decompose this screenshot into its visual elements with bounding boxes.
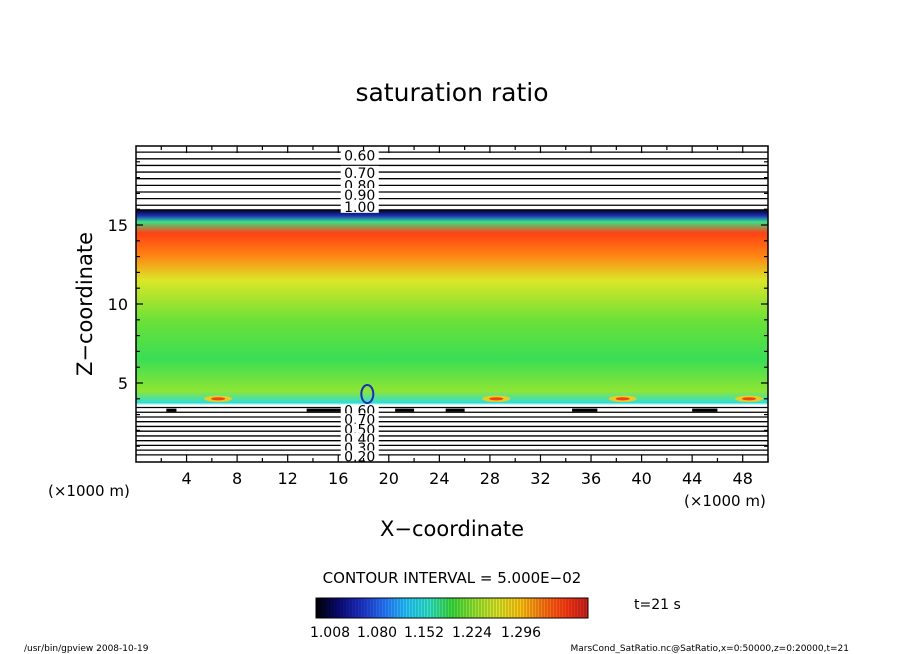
- x-tick-label: 44: [682, 469, 702, 488]
- x-tick-label: 4: [181, 469, 191, 488]
- x-tick-label: 16: [328, 469, 348, 488]
- chart-title: saturation ratio: [355, 78, 548, 107]
- x-tick-label: 8: [232, 469, 242, 488]
- colorbar-tick-label: 1.296: [501, 625, 541, 641]
- x-tick-label: 40: [631, 469, 651, 488]
- contour-label-bg: [340, 165, 379, 179]
- saturation-field: [136, 209, 768, 406]
- contour-label-bg: [340, 199, 379, 213]
- colorbar-tick-label: 1.152: [404, 625, 444, 641]
- y-axis: 5 10 15: [108, 161, 768, 447]
- x-tick-label: 24: [429, 469, 449, 488]
- x-tick-label: 28: [480, 469, 500, 488]
- hot-spot-core: [211, 397, 226, 401]
- plume-marker: [360, 384, 375, 405]
- colorbar-tick-label: 1.080: [357, 625, 397, 641]
- plot-area: 0.600.700.800.901.000.600.700.500.400.30…: [136, 146, 768, 465]
- colorbar: [315, 597, 589, 619]
- contour-interval-text: CONTOUR INTERVAL = 5.000E−02: [323, 569, 582, 587]
- contour-lines: [136, 151, 768, 456]
- y-tick-label: 5: [118, 374, 128, 393]
- footer-right: MarsCond_SatRatio.nc@SatRatio,x=0:50000,…: [571, 644, 849, 654]
- contour-label: 0.20: [344, 449, 375, 465]
- contour-label: 0.70: [344, 166, 375, 182]
- hot-spots: [204, 384, 764, 405]
- footer-left: /usr/bin/gpview 2008-10-19: [24, 644, 149, 654]
- colorbar-tick-label: 1.224: [452, 625, 492, 641]
- x-tick-label: 20: [379, 469, 399, 488]
- contour-label-bg: [340, 148, 379, 162]
- time-label: t=21 s: [634, 597, 681, 613]
- y-tick-label: 15: [108, 216, 128, 235]
- contour-label-bg: [340, 423, 379, 436]
- contour-label: 1.00: [344, 200, 375, 216]
- hot-spot-core: [742, 397, 757, 401]
- colorbar-tick-label: 1.008: [310, 625, 350, 641]
- contour-label-bg: [340, 413, 379, 426]
- contour-label-bg: [340, 450, 379, 462]
- contour-label: 0.60: [344, 148, 375, 164]
- contour-labels: 0.600.700.800.901.000.600.700.500.400.30…: [340, 148, 379, 465]
- colorbar-labels: 1.008 1.080 1.152 1.224 1.296: [310, 625, 541, 641]
- hot-spot-core: [615, 397, 630, 401]
- x-tick-label: 12: [278, 469, 298, 488]
- x-axis-label: X−coordinate: [380, 517, 524, 541]
- x-tick-label: 48: [733, 469, 753, 488]
- y-axis-label: Z−coordinate: [73, 232, 97, 376]
- x-tick-label: 32: [530, 469, 550, 488]
- y-tick-label: 10: [108, 295, 128, 314]
- contour-label-bg: [340, 187, 379, 201]
- x-tick-label: 36: [581, 469, 601, 488]
- colorbar-stripes: [317, 599, 586, 617]
- hot-spot-core: [489, 397, 504, 401]
- x-unit-left: (×1000 m): [48, 482, 130, 500]
- x-unit-right: (×1000 m): [684, 492, 766, 510]
- x-axis: 4 8 12 16 20 24 28 32 36 40 44 48: [160, 146, 769, 488]
